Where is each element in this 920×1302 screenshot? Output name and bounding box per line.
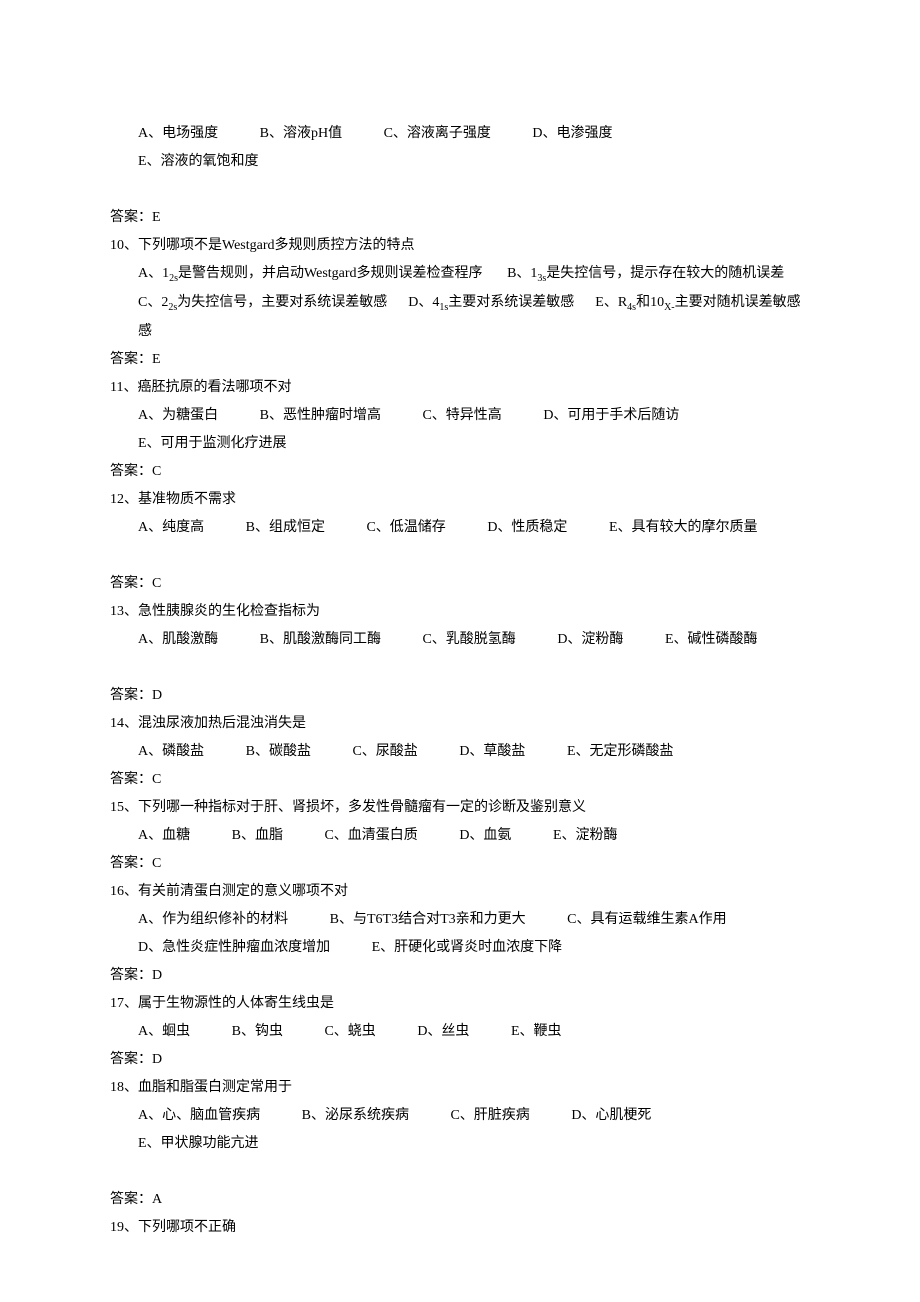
q13-option-e: E、碱性磷酸酶 [665,626,758,654]
q15-options: A、血糖 B、血脂 C、血清蛋白质 D、血氨 E、淀粉酶 [110,822,810,850]
q11-option-c: C、特异性高 [422,402,501,430]
q17-option-e: E、鞭虫 [511,1018,562,1046]
q18-option-c: C、肝脏疾病 [450,1102,529,1130]
q15-option-c: C、血清蛋白质 [324,822,417,850]
q9-option-b: B、溶液pH值 [260,120,342,148]
q12-option-a: A、纯度高 [138,514,204,542]
q12-answer: 答案：C [110,570,810,598]
q16-options: A、作为组织修补的材料 B、与T6T3结合对T3亲和力更大 C、具有运载维生素A… [110,906,810,962]
q15-option-a: A、血糖 [138,822,190,850]
q17-options: A、蛔虫 B、钩虫 C、蛲虫 D、丝虫 E、鞭虫 [110,1018,810,1046]
q9-answer: 答案：E [110,204,810,232]
q14-option-a: A、磷酸盐 [138,738,204,766]
q11-option-d: D、可用于手术后随访 [543,402,679,430]
q10-option-d: D、41s主要对系统误差敏感 [408,295,574,310]
q12-option-c: C、低温储存 [366,514,445,542]
q18-option-a: A、心、脑血管疾病 [138,1102,260,1130]
q16-answer: 答案：D [110,962,810,990]
q17-answer: 答案：D [110,1046,810,1074]
q14-option-e: E、无定形磷酸盐 [567,738,674,766]
q16-option-b: B、与T6T3结合对T3亲和力更大 [330,906,526,934]
document-page: A、电场强度 B、溶液pH值 C、溶液离子强度 D、电渗强度 E、溶液的氧饱和度… [0,0,920,1302]
q10-text: 10、下列哪项不是Westgard多规则质控方法的特点 [110,232,810,260]
q15-answer: 答案：C [110,850,810,878]
q10-options-line3: 感 [110,318,810,346]
q9-options: A、电场强度 B、溶液pH值 C、溶液离子强度 D、电渗强度 E、溶液的氧饱和度 [110,120,810,176]
q15-option-b: B、血脂 [232,822,283,850]
q10-option-b: B、13s是失控信号，提示存在较大的随机误差 [507,266,784,281]
q13-options: A、肌酸激酶 B、肌酸激酶同工酶 C、乳酸脱氢酶 D、淀粉酶 E、碱性磷酸酶 [110,626,810,654]
q10-option-e: E、R4s和10X-主要对随机误差敏感 [595,295,800,310]
q10-options-line1: A、12s是警告规则，并启动Westgard多规则误差检查程序 B、13s是失控… [110,260,810,289]
q16-option-c: C、具有运载维生素A作用 [567,906,726,934]
q17-option-c: C、蛲虫 [324,1018,375,1046]
q14-option-b: B、碳酸盐 [246,738,311,766]
q11-answer: 答案：C [110,458,810,486]
q15-option-d: D、血氨 [459,822,511,850]
q17-text: 17、属于生物源性的人体寄生线虫是 [110,990,810,1018]
q17-option-a: A、蛔虫 [138,1018,190,1046]
q15-option-e: E、淀粉酶 [553,822,618,850]
q14-text: 14、混浊尿液加热后混浊消失是 [110,710,810,738]
q9-option-c: C、溶液离子强度 [384,120,491,148]
q12-option-e: E、具有较大的摩尔质量 [609,514,758,542]
q19-text: 19、下列哪项不正确 [110,1214,810,1242]
q12-option-d: D、性质稳定 [487,514,567,542]
q16-option-e: E、肝硬化或肾炎时血浓度下降 [372,934,563,962]
q14-option-d: D、草酸盐 [459,738,525,766]
q13-text: 13、急性胰腺炎的生化检查指标为 [110,598,810,626]
q10-option-c: C、22s为失控信号，主要对系统误差敏感 [138,295,387,310]
q18-text: 18、血脂和脂蛋白测定常用于 [110,1074,810,1102]
q14-options: A、磷酸盐 B、碳酸盐 C、尿酸盐 D、草酸盐 E、无定形磷酸盐 [110,738,810,766]
q13-option-d: D、淀粉酶 [557,626,623,654]
q9-option-e: E、溶液的氧饱和度 [138,148,259,176]
q11-option-e: E、可用于监测化疗进展 [138,430,287,458]
q18-answer: 答案：A [110,1186,810,1214]
q15-text: 15、下列哪一种指标对于肝、肾损坏，多发性骨髓瘤有一定的诊断及鉴别意义 [110,794,810,822]
q11-options: A、为糖蛋白 B、恶性肿瘤时增高 C、特异性高 D、可用于手术后随访 E、可用于… [110,402,810,458]
q11-text: 11、癌胚抗原的看法哪项不对 [110,374,810,402]
q18-option-e: E、甲状腺功能亢进 [138,1130,259,1158]
q9-option-d: D、电渗强度 [532,120,612,148]
q13-option-a: A、肌酸激酶 [138,626,218,654]
q17-option-d: D、丝虫 [417,1018,469,1046]
q18-options: A、心、脑血管疾病 B、泌尿系统疾病 C、肝脏疾病 D、心肌梗死 E、甲状腺功能… [110,1102,810,1158]
q16-option-d: D、急性炎症性肿瘤血浓度增加 [138,934,330,962]
q12-option-b: B、组成恒定 [246,514,325,542]
q13-option-b: B、肌酸激酶同工酶 [260,626,381,654]
q11-option-a: A、为糖蛋白 [138,402,218,430]
q17-option-b: B、钩虫 [232,1018,283,1046]
q18-option-d: D、心肌梗死 [571,1102,651,1130]
q13-answer: 答案：D [110,682,810,710]
q16-text: 16、有关前清蛋白测定的意义哪项不对 [110,878,810,906]
q9-option-a: A、电场强度 [138,120,218,148]
q14-option-c: C、尿酸盐 [352,738,417,766]
q11-option-b: B、恶性肿瘤时增高 [260,402,381,430]
q10-answer: 答案：E [110,346,810,374]
q10-option-a: A、12s是警告规则，并启动Westgard多规则误差检查程序 [138,266,483,281]
q12-text: 12、基准物质不需求 [110,486,810,514]
q14-answer: 答案：C [110,766,810,794]
q13-option-c: C、乳酸脱氢酶 [422,626,515,654]
q18-option-b: B、泌尿系统疾病 [302,1102,409,1130]
q10-options-line2: C、22s为失控信号，主要对系统误差敏感 D、41s主要对系统误差敏感 E、R4… [110,289,810,318]
q12-options: A、纯度高 B、组成恒定 C、低温储存 D、性质稳定 E、具有较大的摩尔质量 [110,514,810,542]
q16-option-a: A、作为组织修补的材料 [138,906,288,934]
